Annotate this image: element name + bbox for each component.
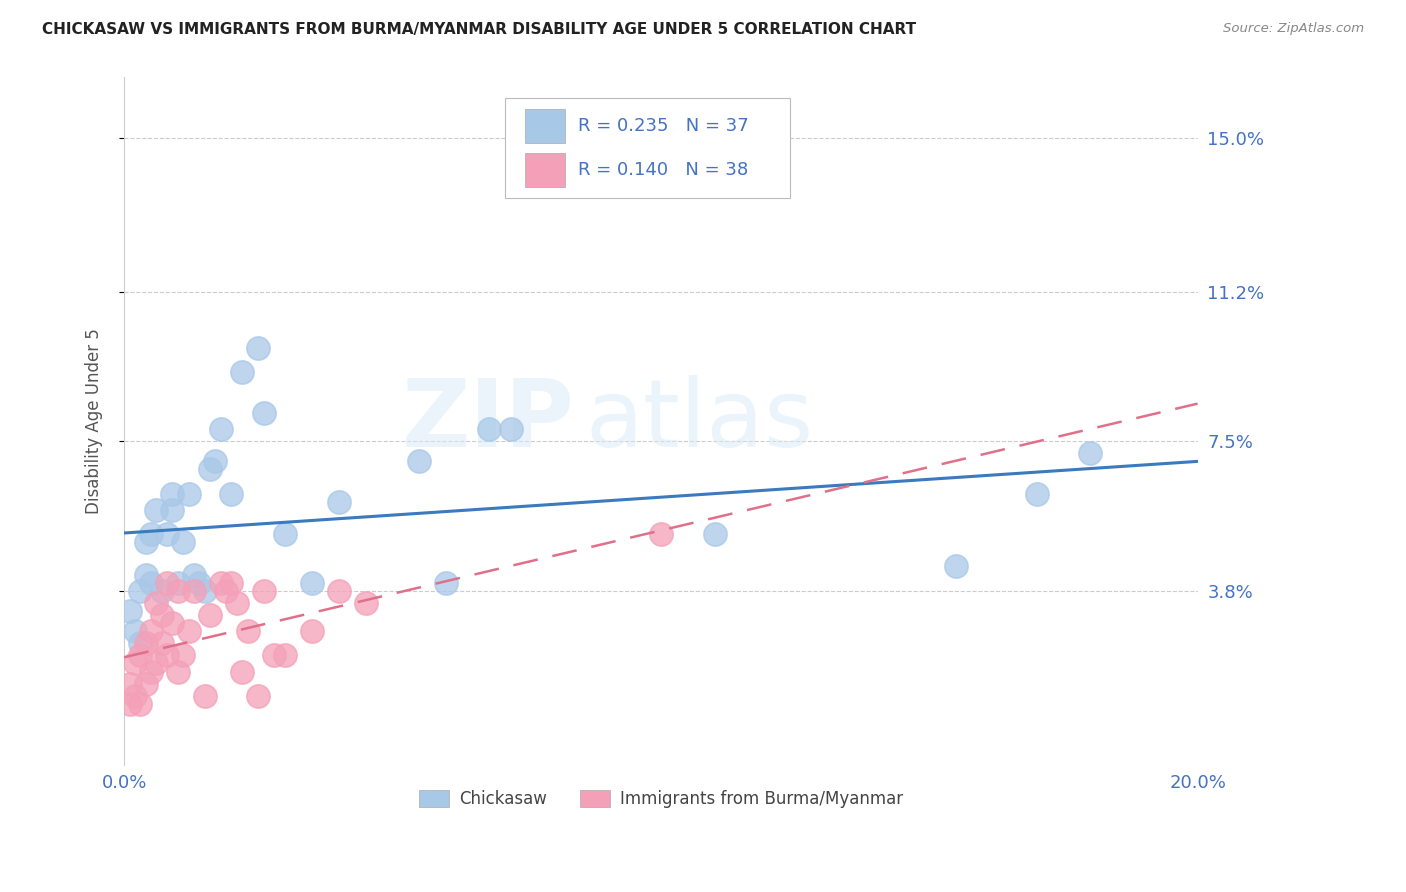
Point bbox=[236, 624, 259, 639]
Point bbox=[434, 575, 457, 590]
Point bbox=[177, 624, 200, 639]
Point bbox=[150, 636, 173, 650]
Point bbox=[183, 583, 205, 598]
Point bbox=[156, 527, 179, 541]
Point bbox=[945, 559, 967, 574]
Point bbox=[150, 583, 173, 598]
Text: R = 0.140   N = 38: R = 0.140 N = 38 bbox=[578, 161, 748, 178]
Point bbox=[162, 503, 184, 517]
Point bbox=[166, 583, 188, 598]
Point bbox=[408, 454, 430, 468]
Point bbox=[118, 676, 141, 690]
Point bbox=[1025, 487, 1047, 501]
Point bbox=[177, 487, 200, 501]
Point bbox=[328, 495, 350, 509]
Point bbox=[118, 697, 141, 711]
Point bbox=[156, 575, 179, 590]
Point bbox=[198, 462, 221, 476]
Point bbox=[194, 583, 217, 598]
Point bbox=[328, 583, 350, 598]
Point bbox=[221, 487, 243, 501]
Text: R = 0.235   N = 37: R = 0.235 N = 37 bbox=[578, 117, 749, 135]
Point bbox=[301, 624, 323, 639]
Point bbox=[124, 657, 146, 671]
Point bbox=[145, 503, 167, 517]
Point bbox=[162, 615, 184, 630]
Point bbox=[301, 575, 323, 590]
Point bbox=[118, 604, 141, 618]
Point bbox=[129, 636, 152, 650]
Text: ZIP: ZIP bbox=[402, 375, 575, 467]
Point bbox=[166, 575, 188, 590]
Legend: Chickasaw, Immigrants from Burma/Myanmar: Chickasaw, Immigrants from Burma/Myanmar bbox=[412, 783, 910, 814]
Point bbox=[194, 689, 217, 703]
FancyBboxPatch shape bbox=[524, 153, 565, 187]
Point bbox=[156, 648, 179, 663]
Point bbox=[124, 689, 146, 703]
Point bbox=[253, 406, 276, 420]
Point bbox=[129, 648, 152, 663]
Point bbox=[225, 596, 247, 610]
Point bbox=[1078, 446, 1101, 460]
Point bbox=[139, 527, 162, 541]
Point bbox=[139, 575, 162, 590]
Point bbox=[124, 624, 146, 639]
Point bbox=[135, 636, 157, 650]
Point bbox=[139, 665, 162, 679]
Point bbox=[478, 422, 501, 436]
FancyBboxPatch shape bbox=[505, 98, 790, 198]
Point bbox=[231, 665, 253, 679]
Point bbox=[166, 665, 188, 679]
Point bbox=[215, 583, 238, 598]
Point bbox=[209, 422, 232, 436]
Point bbox=[135, 535, 157, 549]
FancyBboxPatch shape bbox=[524, 109, 565, 143]
Point bbox=[172, 648, 194, 663]
Point bbox=[183, 567, 205, 582]
Point bbox=[188, 575, 211, 590]
Point bbox=[162, 487, 184, 501]
Point bbox=[703, 527, 725, 541]
Point bbox=[274, 527, 297, 541]
Point bbox=[129, 583, 152, 598]
Point bbox=[129, 697, 152, 711]
Point bbox=[135, 676, 157, 690]
Point bbox=[145, 657, 167, 671]
Point bbox=[253, 583, 276, 598]
Text: CHICKASAW VS IMMIGRANTS FROM BURMA/MYANMAR DISABILITY AGE UNDER 5 CORRELATION CH: CHICKASAW VS IMMIGRANTS FROM BURMA/MYANM… bbox=[42, 22, 917, 37]
Point bbox=[247, 341, 270, 355]
Point bbox=[150, 607, 173, 622]
Point bbox=[139, 624, 162, 639]
Point bbox=[499, 422, 522, 436]
Y-axis label: Disability Age Under 5: Disability Age Under 5 bbox=[86, 328, 103, 514]
Point bbox=[209, 575, 232, 590]
Text: atlas: atlas bbox=[586, 375, 814, 467]
Point bbox=[263, 648, 285, 663]
Point bbox=[221, 575, 243, 590]
Point bbox=[135, 567, 157, 582]
Point bbox=[145, 596, 167, 610]
Point bbox=[274, 648, 297, 663]
Point bbox=[172, 535, 194, 549]
Point bbox=[198, 607, 221, 622]
Point bbox=[231, 366, 253, 380]
Text: Source: ZipAtlas.com: Source: ZipAtlas.com bbox=[1223, 22, 1364, 36]
Point bbox=[354, 596, 377, 610]
Point bbox=[247, 689, 270, 703]
Point bbox=[204, 454, 226, 468]
Point bbox=[650, 527, 672, 541]
